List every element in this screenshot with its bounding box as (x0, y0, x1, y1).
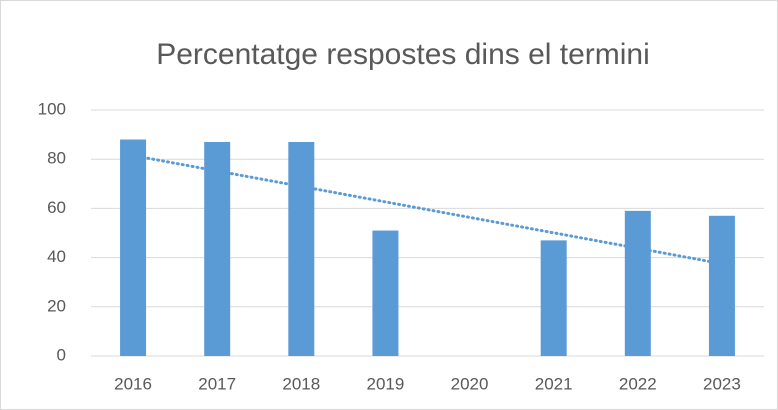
y-tick-label: 100 (38, 99, 66, 118)
bar (288, 141, 315, 356)
bar (120, 139, 147, 356)
bar (204, 141, 231, 356)
bar (624, 210, 651, 356)
x-tick-label: 2020 (451, 374, 489, 393)
bar (540, 240, 567, 356)
x-tick-label: 2017 (198, 374, 236, 393)
y-tick-label: 80 (47, 149, 66, 168)
chart-title: Percentatge respostes dins el termini (156, 38, 650, 71)
x-tick-label: 2021 (535, 374, 573, 393)
x-tick-label: 2016 (114, 374, 152, 393)
bar (372, 230, 399, 356)
y-tick-label: 0 (57, 345, 66, 364)
y-tick-label: 60 (47, 198, 66, 217)
x-tick-label: 2018 (282, 374, 320, 393)
y-tick-label: 40 (47, 247, 66, 266)
x-tick-label: 2023 (703, 374, 741, 393)
bar (708, 215, 735, 356)
x-tick-label: 2022 (619, 374, 657, 393)
trendline (131, 154, 724, 266)
x-tick-label: 2019 (367, 374, 405, 393)
y-tick-label: 20 (47, 296, 66, 315)
